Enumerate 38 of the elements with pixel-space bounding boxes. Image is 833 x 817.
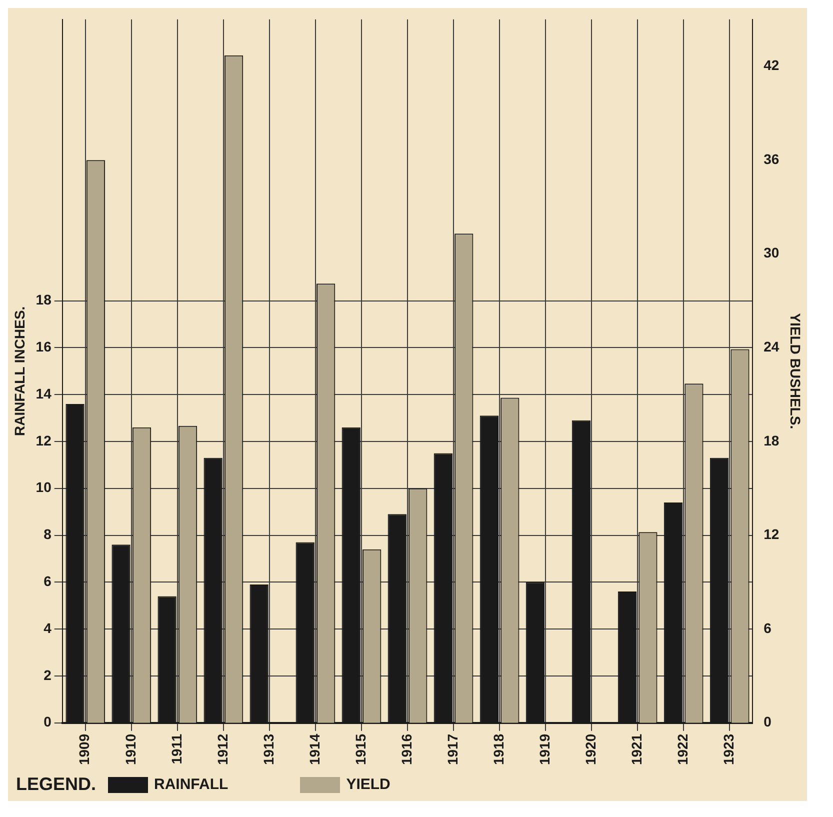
x-tick-label: 1913 [260,734,276,766]
y-tick-label: 10 [36,479,52,496]
x-tick-label: 1921 [628,734,644,766]
y2-tick-label: 6 [764,620,772,636]
x-tick-label: 1920 [582,734,598,766]
y2-tick-label: 12 [764,526,780,542]
y2-tick-label: 24 [764,338,780,355]
y2-tick-label: 0 [764,714,772,730]
x-tick-label: 1914 [306,734,322,766]
y-axis-title: RAINFALL INCHES. [11,306,28,436]
y-tick-label: 14 [36,385,52,402]
legend-label: YIELD [346,776,390,793]
x-tick-label: 1922 [674,734,690,766]
x-tick-label: 1917 [444,734,460,766]
x-tick-label: 1923 [720,734,736,766]
y-tick-label: 16 [36,338,52,355]
x-tick-label: 1915 [352,734,368,766]
y-tick-label: 6 [44,573,52,590]
y2-tick-label: 36 [764,150,780,167]
x-tick-label: 1916 [398,734,414,766]
y-tick-label: 2 [44,666,52,683]
x-tick-label: 1919 [536,734,552,766]
x-tick-label: 1912 [214,734,230,766]
y2-tick-label: 18 [764,432,780,448]
legend-label: RAINFALL [154,776,228,793]
y2-tick-label: 30 [764,244,780,261]
y-tick-label: 0 [44,714,52,730]
y-tick-label: 12 [36,432,52,448]
y2-axis-title: YIELD BUSHELS. [788,313,804,430]
x-tick-label: 1910 [122,734,138,766]
y-tick-label: 4 [44,620,52,636]
y-tick-label: 8 [44,526,52,542]
y-tick-label: 18 [36,292,52,308]
x-tick-label: 1909 [76,734,92,766]
x-tick-label: 1918 [490,734,506,766]
legend-title: LEGEND. [16,774,96,795]
y2-tick-label: 42 [764,57,780,74]
x-tick-label: 1911 [168,734,184,764]
